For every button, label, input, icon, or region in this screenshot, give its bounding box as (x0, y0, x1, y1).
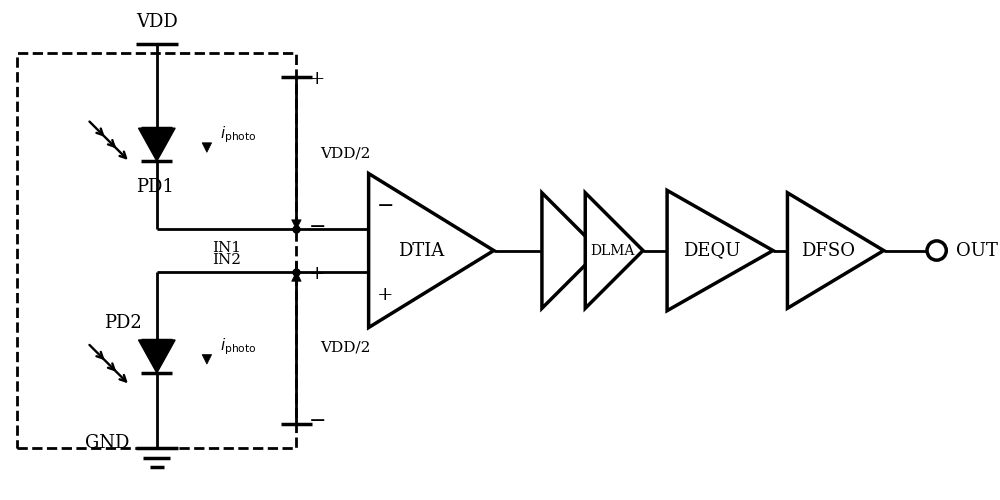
Text: +: + (309, 70, 325, 88)
Polygon shape (369, 174, 494, 328)
Polygon shape (202, 143, 212, 152)
Polygon shape (202, 354, 212, 364)
Text: DTIA: DTIA (398, 242, 444, 260)
Polygon shape (292, 272, 301, 281)
Text: IN2: IN2 (212, 253, 241, 267)
Polygon shape (292, 220, 301, 230)
Text: VDD: VDD (136, 13, 178, 31)
Text: +: + (309, 264, 325, 282)
Text: $i_{\rm photo}$: $i_{\rm photo}$ (220, 124, 257, 146)
Polygon shape (585, 193, 643, 308)
Text: IN1: IN1 (212, 241, 241, 255)
Text: GND: GND (85, 434, 130, 452)
Text: +: + (377, 286, 394, 304)
Polygon shape (667, 190, 773, 310)
Text: DFSO: DFSO (801, 242, 855, 260)
Polygon shape (787, 193, 884, 308)
Polygon shape (542, 193, 600, 308)
Text: −: − (377, 196, 395, 216)
Bar (17, 53, 296, 448)
Polygon shape (139, 340, 175, 373)
Text: −: − (309, 218, 326, 237)
Text: PD2: PD2 (104, 314, 142, 332)
Text: OUT: OUT (956, 242, 998, 260)
Text: $i_{\rm photo}$: $i_{\rm photo}$ (220, 336, 257, 357)
Text: VDD/2: VDD/2 (320, 341, 371, 355)
Polygon shape (139, 128, 175, 161)
Text: −: − (309, 412, 326, 432)
Text: DEQU: DEQU (683, 242, 740, 260)
Text: DLMA: DLMA (590, 244, 634, 258)
Text: VDD/2: VDD/2 (320, 146, 371, 160)
Text: PD1: PD1 (136, 178, 174, 196)
